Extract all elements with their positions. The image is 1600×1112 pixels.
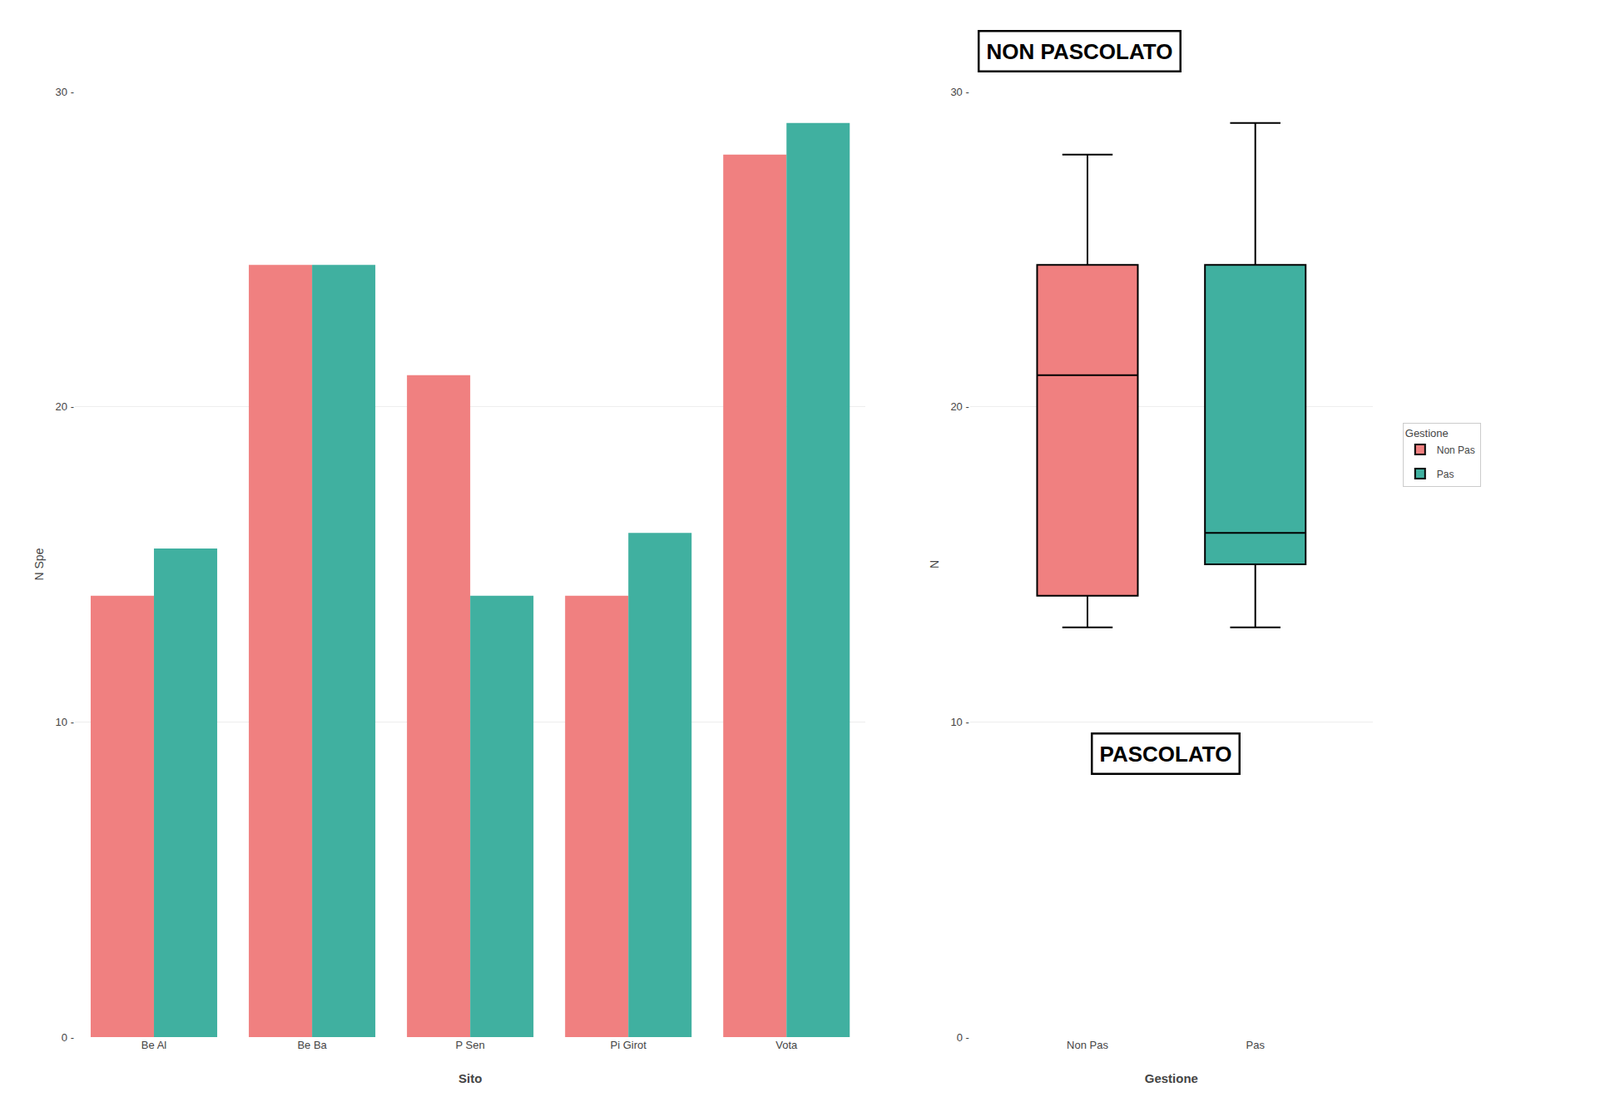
svg-text:Gestione: Gestione (1405, 427, 1449, 441)
svg-text:NON PASCOLATO: NON PASCOLATO (986, 39, 1174, 65)
svg-text:Vota: Vota (775, 1038, 798, 1051)
svg-text:Pi Girot: Pi Girot (610, 1038, 648, 1051)
svg-text:Be Al: Be Al (141, 1038, 167, 1051)
svg-text:10 -: 10 - (950, 715, 969, 729)
svg-text:N: N (927, 559, 942, 569)
svg-text:Gestione: Gestione (1144, 1070, 1199, 1085)
svg-text:20 -: 20 - (55, 400, 75, 413)
svg-text:Be Ba: Be Ba (297, 1038, 327, 1051)
svg-text:30 -: 30 - (950, 85, 969, 99)
svg-text:PASCOLATO: PASCOLATO (1099, 741, 1233, 767)
svg-text:0 -: 0 - (956, 1030, 970, 1044)
svg-text:20 -: 20 - (950, 400, 969, 413)
svg-text:Pas: Pas (1436, 468, 1455, 481)
svg-text:Non Pas: Non Pas (1436, 444, 1476, 456)
svg-text:P Sen: P Sen (455, 1038, 486, 1051)
svg-text:N Spe: N Spe (32, 547, 46, 580)
svg-text:Pas: Pas (1246, 1038, 1266, 1051)
svg-text:Non Pas: Non Pas (1066, 1038, 1109, 1051)
svg-text:0 -: 0 - (61, 1030, 75, 1044)
svg-text:10 -: 10 - (55, 715, 75, 729)
svg-text:Sito: Sito (458, 1070, 482, 1085)
svg-text:30 -: 30 - (55, 85, 75, 99)
